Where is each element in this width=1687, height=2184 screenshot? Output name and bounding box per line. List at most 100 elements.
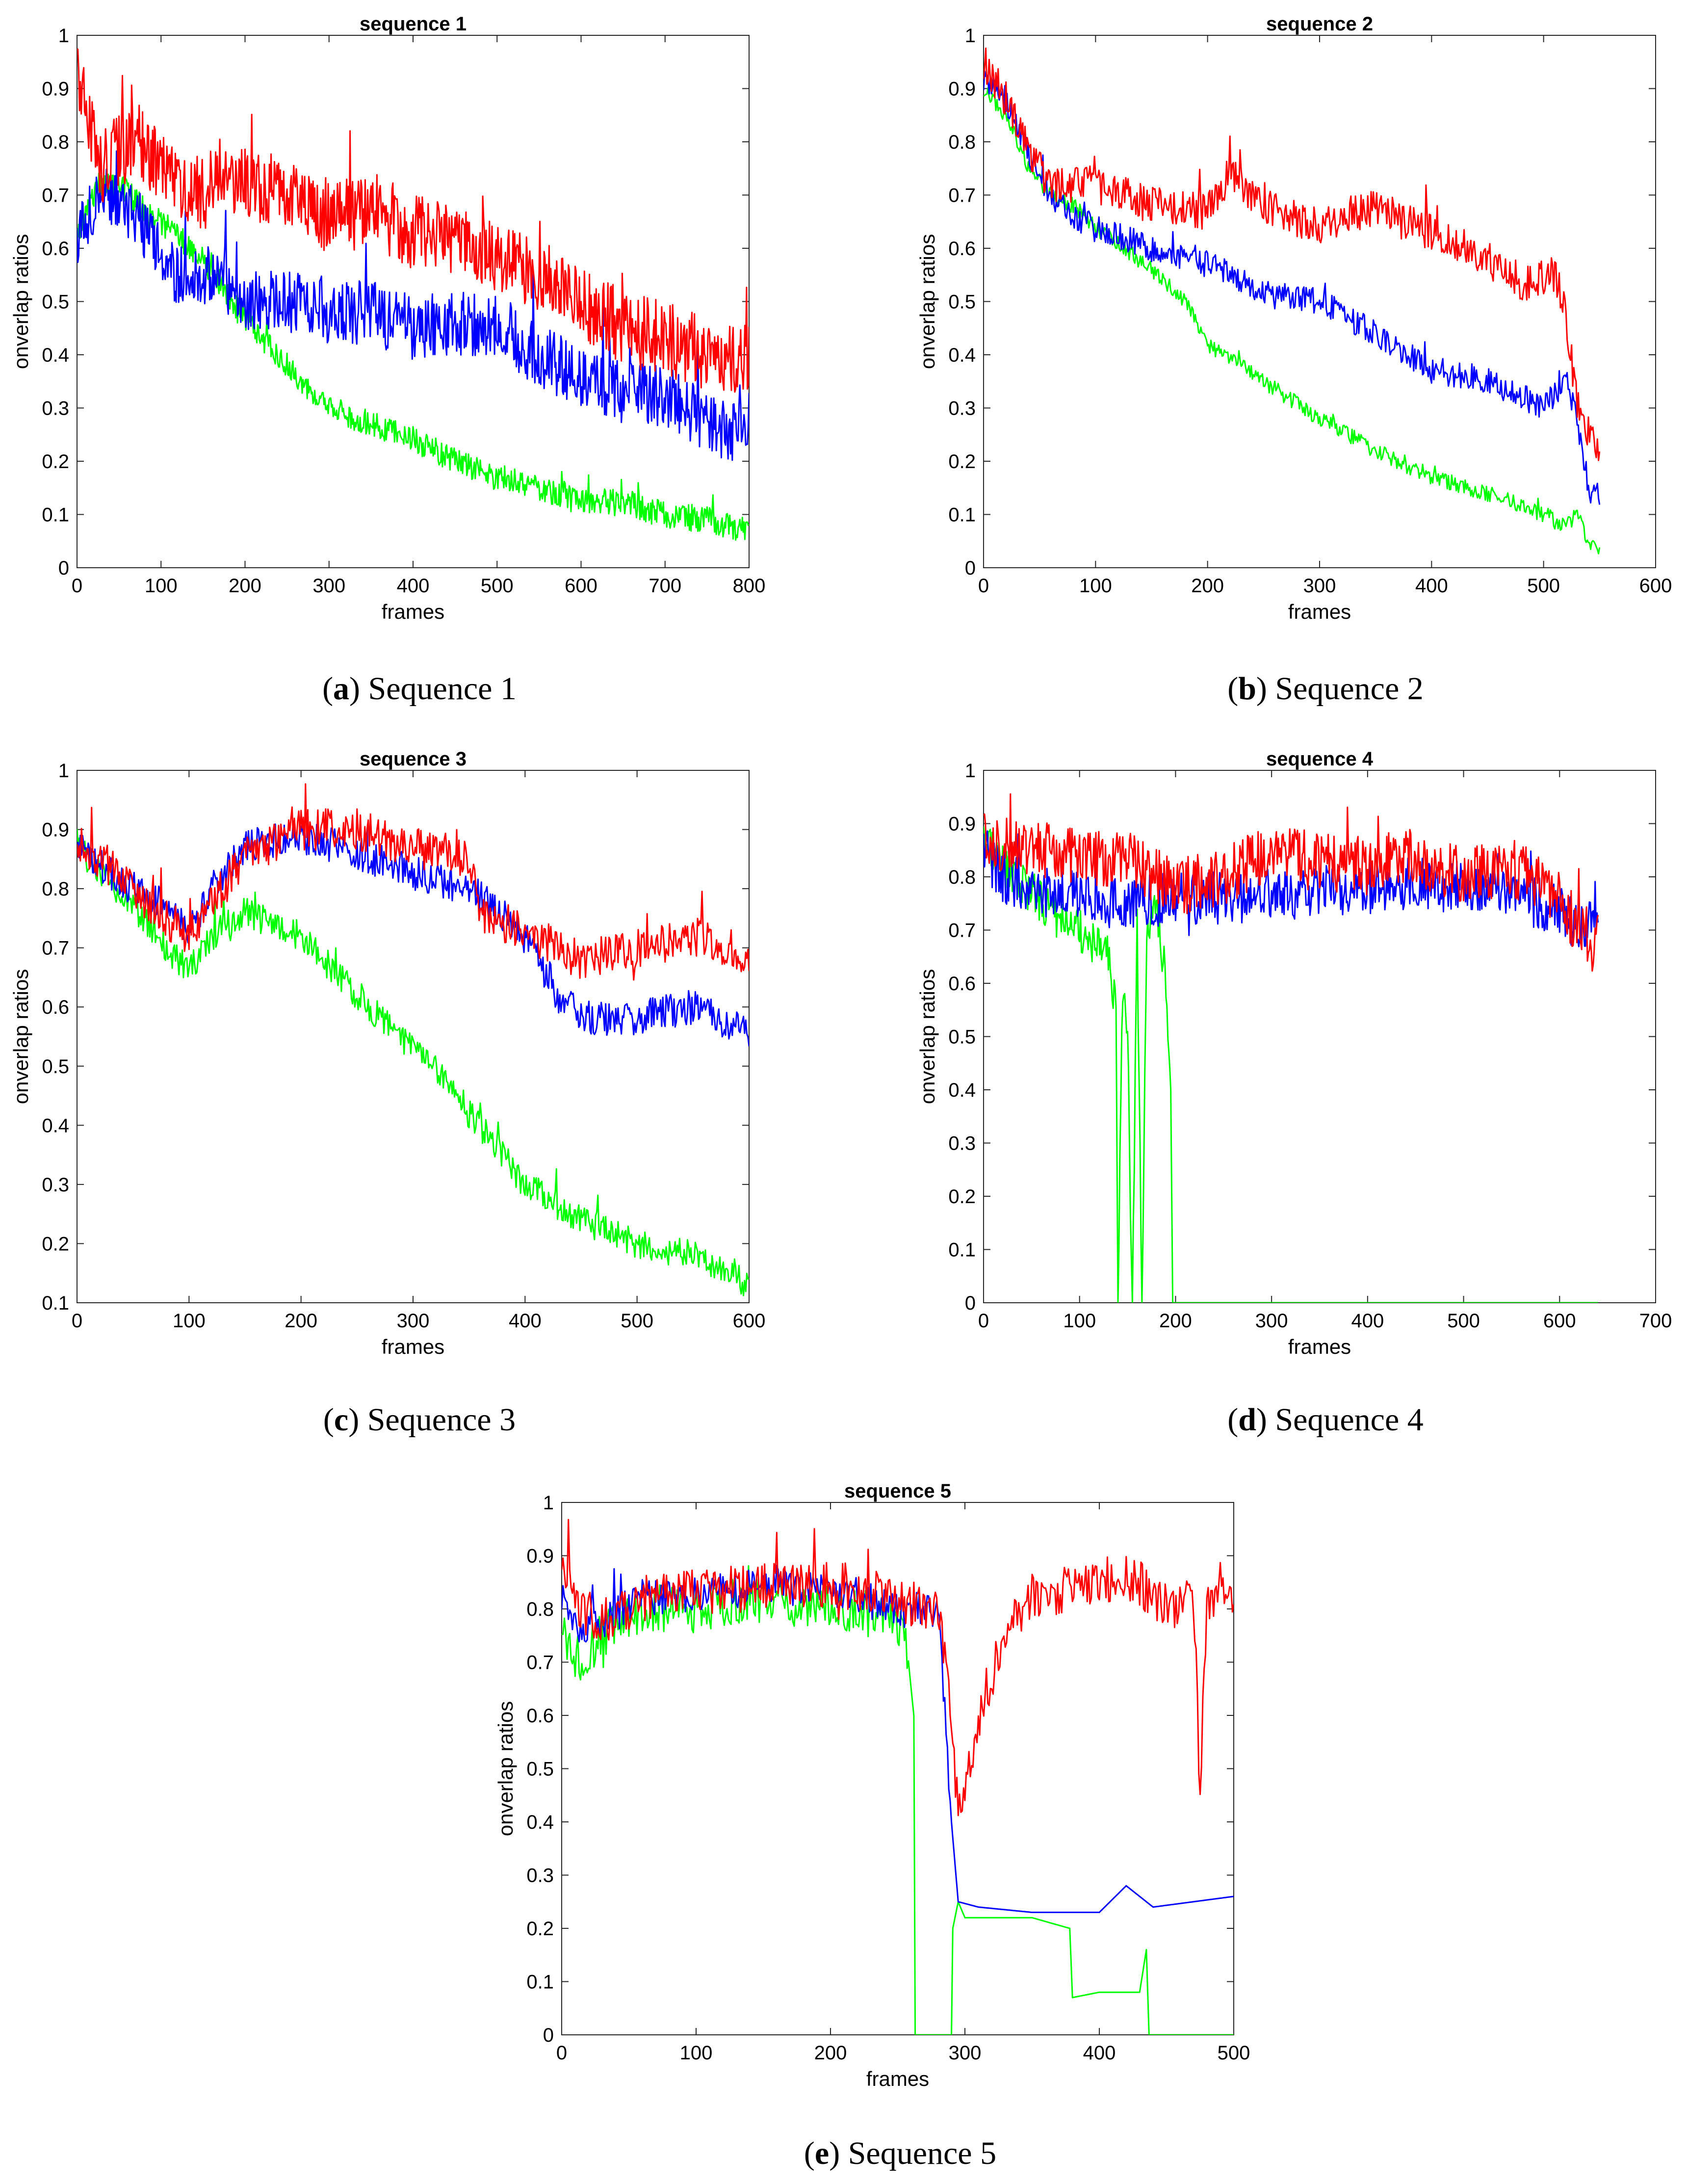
y-tick-label: 0.8 xyxy=(42,878,69,900)
y-tick-label: 0.5 xyxy=(948,1026,976,1048)
x-tick-label: 300 xyxy=(949,2042,982,2064)
y-tick-label: 0.1 xyxy=(42,1292,69,1314)
x-axis-label: frames xyxy=(382,600,444,623)
x-tick-label: 200 xyxy=(285,1310,317,1332)
y-tick-label: 0.1 xyxy=(948,504,976,526)
y-tick-label: 0.6 xyxy=(948,238,976,260)
caption-close-paren: ) xyxy=(349,671,368,707)
x-tick-label: 400 xyxy=(1351,1310,1384,1332)
x-tick-label: 0 xyxy=(72,1310,82,1332)
y-tick-label: 0.7 xyxy=(42,938,69,959)
y-tick-label: 0.5 xyxy=(526,1759,554,1780)
panel-caption: (b) Sequence 2 xyxy=(1227,671,1424,707)
y-tick-label: 0 xyxy=(58,557,69,579)
y-axis-label: onverlap ratios xyxy=(9,234,32,369)
x-tick-label: 300 xyxy=(397,1310,430,1332)
caption-close-paren: ) xyxy=(1256,1402,1275,1438)
caption-text: Sequence 2 xyxy=(1275,671,1423,707)
series-red-line xyxy=(984,793,1599,972)
x-tick-label: 400 xyxy=(1415,575,1448,597)
series-blue-line xyxy=(77,150,749,461)
chart-title: sequence 3 xyxy=(360,748,467,770)
series-blue-line xyxy=(984,70,1601,505)
y-tick-label: 0.9 xyxy=(42,819,69,841)
caption-letter: e xyxy=(815,2135,829,2171)
y-tick-label: 0.1 xyxy=(526,1972,554,1993)
chart-panel-5: sequence 5 0 100 200 300 400 500 0 0.1 0.2 0.3 0.4 0… xyxy=(494,1480,1250,2090)
y-tick-label: 0.1 xyxy=(42,504,69,526)
x-axis-label: frames xyxy=(1288,600,1351,623)
series-red-line xyxy=(984,47,1601,461)
panel-caption: (c) Sequence 3 xyxy=(323,1402,516,1438)
x-axis-label: frames xyxy=(382,1335,444,1358)
x-tick-label: 800 xyxy=(733,575,766,597)
y-tick-label: 0.4 xyxy=(948,344,976,366)
x-tick-label: 700 xyxy=(1639,1310,1672,1332)
chart-title: sequence 5 xyxy=(844,1480,951,1502)
caption-open-paren: ( xyxy=(804,2135,815,2171)
y-tick-label: 0.4 xyxy=(42,1115,69,1136)
plot-area xyxy=(983,770,1656,1303)
caption-text: Sequence 1 xyxy=(368,671,517,707)
x-tick-label: 100 xyxy=(1063,1310,1096,1332)
x-tick-label: 600 xyxy=(1639,575,1672,597)
x-tick-label: 300 xyxy=(1255,1310,1288,1332)
y-tick-label: 0.9 xyxy=(526,1546,554,1567)
caption-letter: d xyxy=(1238,1402,1256,1438)
series-blue-line xyxy=(562,1564,1234,1913)
y-tick-label: 1 xyxy=(58,25,69,47)
y-axis-label: onverlap ratios xyxy=(494,1701,517,1836)
y-tick-label: 0.1 xyxy=(948,1239,976,1261)
y-tick-label: 0.9 xyxy=(948,79,976,100)
y-axis-label: onverlap ratios xyxy=(9,969,32,1104)
x-tick-label: 600 xyxy=(733,1310,766,1332)
chart-title: sequence 4 xyxy=(1266,748,1374,770)
x-tick-label: 0 xyxy=(978,1310,989,1332)
series-red-line xyxy=(562,1519,1234,1816)
y-tick-label: 0.3 xyxy=(526,1865,554,1887)
series-red-line xyxy=(77,48,749,393)
plot-area xyxy=(77,35,750,568)
y-tick-label: 0.6 xyxy=(42,238,69,260)
caption-letter: c xyxy=(334,1402,348,1438)
y-tick-label: 0.7 xyxy=(526,1652,554,1674)
series-green-line xyxy=(77,828,749,1296)
y-tick-label: 0.8 xyxy=(526,1599,554,1620)
y-axis-label: onverlap ratios xyxy=(916,234,939,369)
x-tick-label: 700 xyxy=(649,575,681,597)
x-tick-label: 0 xyxy=(72,575,82,597)
y-tick-label: 0.6 xyxy=(526,1705,554,1727)
x-tick-label: 500 xyxy=(1218,2042,1250,2064)
y-tick-label: 0.9 xyxy=(42,79,69,100)
x-tick-label: 300 xyxy=(1303,575,1336,597)
series-blue-line xyxy=(984,830,1599,947)
x-tick-label: 300 xyxy=(312,575,345,597)
series-red-line xyxy=(77,783,749,981)
caption-letter: a xyxy=(333,671,349,707)
y-tick-label: 1 xyxy=(965,25,976,47)
x-tick-label: 400 xyxy=(509,1310,542,1332)
caption-text: Sequence 5 xyxy=(848,2135,996,2171)
caption-close-paren: ) xyxy=(348,1402,367,1438)
y-tick-label: 0 xyxy=(965,1292,976,1314)
x-axis-label: frames xyxy=(866,2067,929,2090)
x-tick-label: 0 xyxy=(978,575,989,597)
chart-panel-4: sequence 4 0 100 200 300 400 500 600 700 0 0.1 0.2 0… xyxy=(916,748,1672,1358)
x-tick-label: 500 xyxy=(1527,575,1560,597)
x-tick-label: 200 xyxy=(1191,575,1224,597)
y-tick-label: 0.4 xyxy=(526,1812,554,1833)
panel-caption: (e) Sequence 5 xyxy=(804,2135,996,2171)
chart-panel-1: sequence 1 0 100 200 300 400 500 600 700 800 0 0.1 0… xyxy=(9,13,765,623)
panel-caption: (d) Sequence 4 xyxy=(1227,1402,1424,1438)
y-tick-label: 0.2 xyxy=(526,1918,554,1940)
y-tick-label: 0.3 xyxy=(948,1133,976,1155)
series-green-line xyxy=(562,1565,1234,2035)
caption-open-paren: ( xyxy=(323,1402,334,1438)
caption-letter: b xyxy=(1238,671,1256,707)
y-tick-label: 0 xyxy=(965,557,976,579)
y-tick-label: 0.8 xyxy=(948,132,976,153)
y-tick-label: 0.4 xyxy=(948,1079,976,1101)
x-tick-label: 100 xyxy=(173,1310,206,1332)
y-tick-label: 0.3 xyxy=(948,398,976,420)
x-tick-label: 100 xyxy=(145,575,178,597)
